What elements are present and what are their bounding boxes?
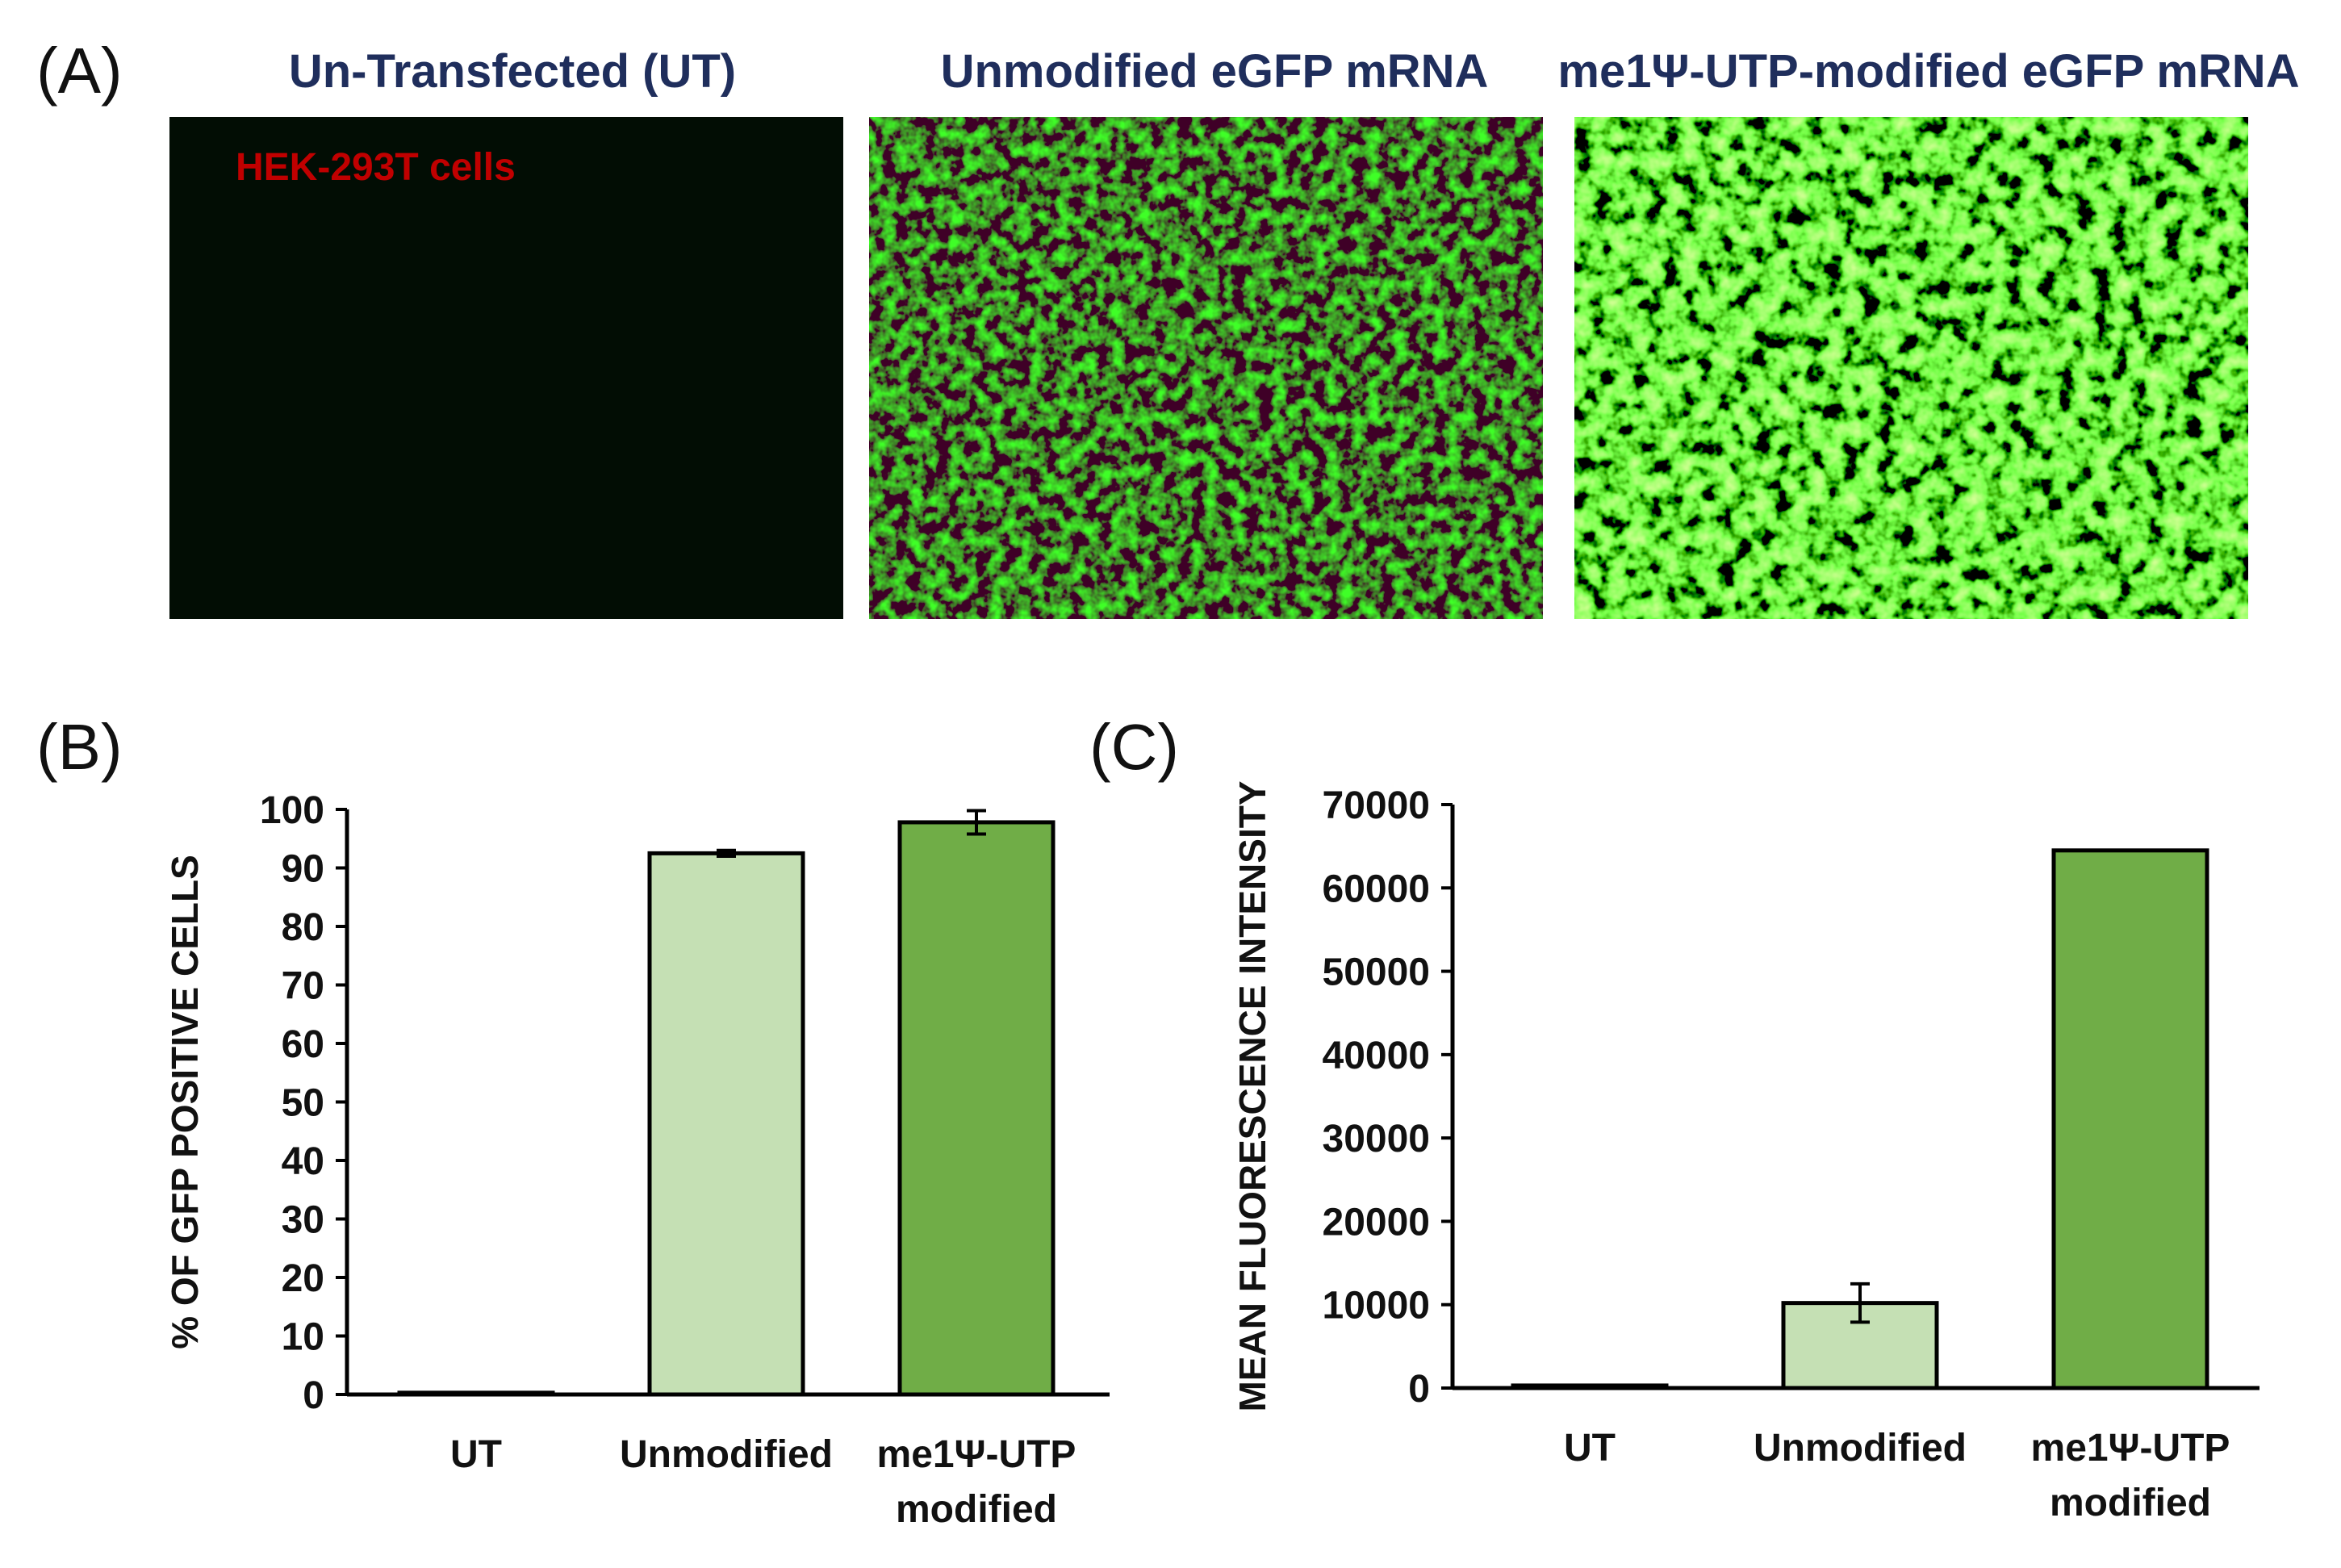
chart-b-y-tick-label: 60	[282, 1023, 324, 1066]
micrograph-title-modified: me1Ψ-UTP-modified eGFP mRNA	[1557, 45, 2300, 98]
chart-b-y-tick-label: 10	[282, 1316, 324, 1359]
chart-b-category-label: me1Ψ-UTP	[877, 1433, 1076, 1476]
chart-c-y-tick-label: 60000	[1323, 868, 1430, 910]
chart-b-y-tick-label: 50	[282, 1082, 324, 1125]
chart-c-y-tick-label: 50000	[1323, 951, 1430, 994]
panel-c-label: (C)	[1089, 711, 1180, 783]
micrograph-title-unmodified: Unmodified eGFP mRNA	[940, 45, 1489, 98]
chart-c-y-axis-title: MEAN FLUORESCENCE INTENSITY	[1231, 780, 1273, 1411]
chart-c-category-label: UT	[1564, 1427, 1616, 1470]
chart-b-y-tick-label: 40	[282, 1140, 324, 1183]
chart-b-y-tick-label: 100	[260, 789, 324, 832]
chart-b-y-tick-label: 20	[282, 1257, 324, 1300]
chart-gfp-positive: 0 10 20 30 40 50 60 70 80 90 100 % OF GFP POSITIVE …	[0, 0, 1130, 1568]
chart-c-y-tick-label: 40000	[1323, 1035, 1430, 1077]
panel-b-label: (B)	[36, 711, 123, 783]
chart-c-bar-ut	[1511, 1383, 1669, 1390]
chart-c-y-tick-label: 0	[1408, 1368, 1430, 1411]
panel-a-label: (A)	[36, 35, 123, 107]
chart-c-category-label: modified	[2050, 1482, 2211, 1524]
chart-c-category-label: Unmodified	[1754, 1427, 1967, 1470]
chart-b-category-label: modified	[896, 1488, 1057, 1531]
chart-b-y-tick-label: 90	[282, 848, 324, 891]
chart-c-y-tick-label: 30000	[1323, 1118, 1430, 1160]
cell-line-label: HEK-293T cells	[236, 146, 516, 189]
chart-b-bar-me1-utp-modified	[897, 820, 1056, 1397]
chart-b-y-axis-title: % OF GFP POSITIVE CELLS	[164, 855, 206, 1349]
micrograph-modified	[1574, 117, 2248, 619]
chart-b-y-tick-label: 70	[282, 965, 324, 1008]
chart-b-y-tick-label: 30	[282, 1199, 324, 1242]
chart-c-bar-me1-utp-modified	[2051, 848, 2209, 1390]
micrograph-unmodified	[869, 117, 1543, 619]
chart-b-y-tick-label: 80	[282, 906, 324, 949]
chart-b-y-tick-label: 0	[303, 1374, 324, 1417]
chart-b-category-label: UT	[450, 1433, 502, 1476]
chart-c-y-tick-label: 10000	[1323, 1285, 1430, 1328]
chart-b-bar-ut	[397, 1390, 555, 1397]
micrograph-title-untransfected: Un-Transfected (UT)	[288, 45, 737, 98]
chart-b-category-label: Unmodified	[620, 1433, 833, 1476]
chart-c-category-label: me1Ψ-UTP	[2031, 1427, 2230, 1470]
micrograph-untransfected	[169, 117, 843, 619]
chart-b-bar-unmodified	[647, 851, 805, 1397]
chart-c-y-tick-label: 70000	[1323, 784, 1430, 827]
chart-c-y-tick-label: 20000	[1323, 1201, 1430, 1244]
